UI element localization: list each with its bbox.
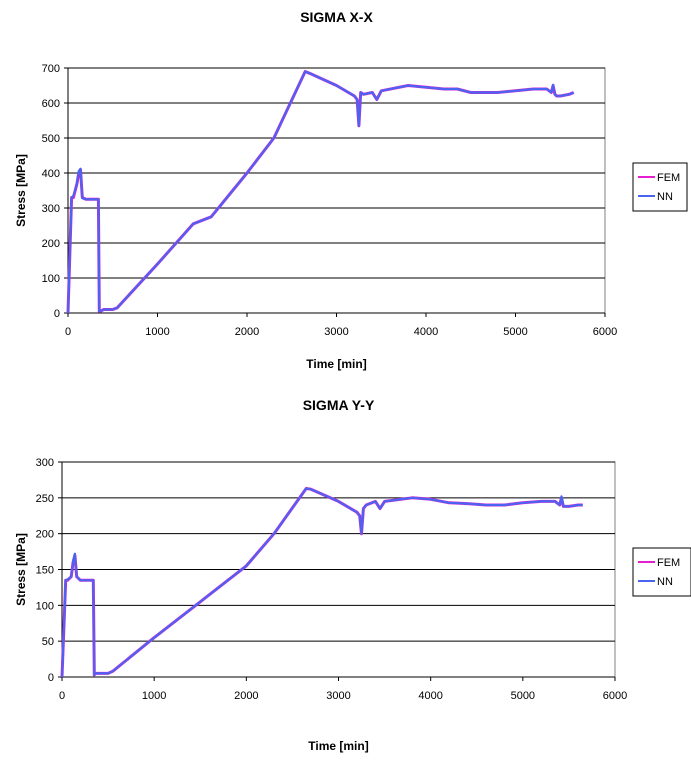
legend-label-fem: FEM bbox=[657, 172, 680, 184]
y-tick-label: 0 bbox=[54, 308, 60, 320]
y-tick-label: 300 bbox=[36, 457, 54, 469]
x-tick-label: 5000 bbox=[511, 690, 535, 702]
y-tick-label: 100 bbox=[42, 273, 60, 285]
y-tick-label: 100 bbox=[36, 600, 54, 612]
y-tick-label: 700 bbox=[42, 63, 60, 75]
plot-area bbox=[67, 67, 606, 314]
y-tick-label: 200 bbox=[42, 238, 60, 250]
x-axis-label: Time [min] bbox=[308, 739, 368, 753]
y-axis-label: Stress [MPa] bbox=[14, 533, 28, 606]
y-tick-label: 0 bbox=[48, 672, 54, 684]
x-tick-label: 6000 bbox=[593, 326, 617, 338]
legend: FEM NN bbox=[632, 162, 688, 212]
x-tick-label: 0 bbox=[59, 690, 65, 702]
y-tick-label: 250 bbox=[36, 493, 54, 505]
series-nn-line bbox=[60, 487, 583, 678]
legend: FEM NN bbox=[632, 547, 691, 597]
chart-sigma-xx-svg: SIGMA X-X 0 100 200 300 400 500 600 700 0 1000 2000… bbox=[14, 9, 688, 371]
y-tick-label: 600 bbox=[42, 98, 60, 110]
x-tick-label: 2000 bbox=[235, 326, 259, 338]
x-tick-label: 3000 bbox=[324, 326, 348, 338]
y-tick-label: 400 bbox=[42, 168, 60, 180]
x-tick-label: 3000 bbox=[326, 690, 350, 702]
x-tick-label: 2000 bbox=[234, 690, 258, 702]
y-tick-label: 150 bbox=[36, 565, 54, 577]
x-tick-label: 1000 bbox=[145, 326, 169, 338]
y-tick-label: 300 bbox=[42, 203, 60, 215]
legend-label-nn: NN bbox=[657, 191, 673, 203]
y-tick-label: 500 bbox=[42, 133, 60, 145]
x-tick-label: 4000 bbox=[414, 326, 438, 338]
legend-label-nn: NN bbox=[657, 576, 673, 588]
chart-title: SIGMA Y-Y bbox=[303, 397, 375, 413]
x-tick-label: 5000 bbox=[503, 326, 527, 338]
chart-sigma-xx: SIGMA X-X 0 100 200 300 400 500 600 700 0 1000 2000… bbox=[0, 0, 691, 385]
x-tick-label: 4000 bbox=[418, 690, 442, 702]
x-axis-label: Time [min] bbox=[306, 357, 366, 371]
x-tick-label: 1000 bbox=[142, 690, 166, 702]
chart-title: SIGMA X-X bbox=[300, 9, 373, 25]
y-tick-label: 50 bbox=[42, 636, 54, 648]
chart-sigma-yy: SIGMA Y-Y 0 50 100 150 200 250 300 0 1000 2000 3000… bbox=[0, 385, 691, 771]
legend-label-fem: FEM bbox=[657, 557, 680, 569]
legend-box bbox=[632, 547, 691, 597]
legend-box bbox=[632, 162, 688, 212]
x-tick-label: 6000 bbox=[603, 690, 627, 702]
y-axis-label: Stress [MPa] bbox=[14, 154, 28, 227]
x-tick-label: 0 bbox=[65, 326, 71, 338]
series-nn-line bbox=[66, 70, 575, 314]
y-tick-label: 200 bbox=[36, 529, 54, 541]
